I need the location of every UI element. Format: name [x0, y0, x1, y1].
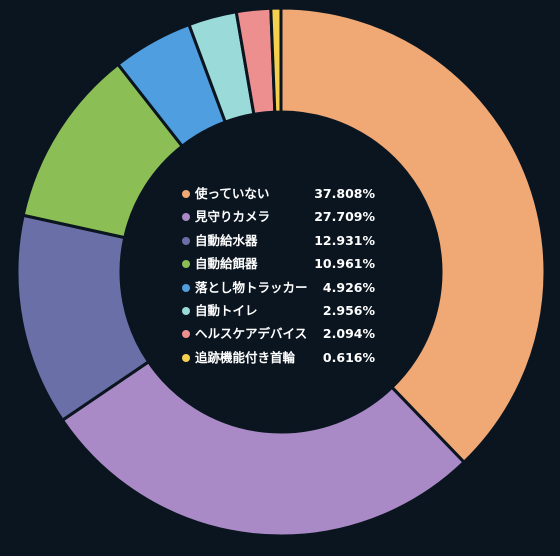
legend-item[interactable]: 自動給餌器 10.961%	[180, 252, 380, 275]
legend-swatch	[182, 283, 190, 292]
legend-value: 37.808%	[314, 186, 375, 201]
legend-label: ヘルスケアデバイス	[195, 326, 308, 342]
legend-item[interactable]: 自動給水器 12.931%	[180, 229, 380, 252]
legend-value: 12.931%	[314, 232, 375, 248]
legend-value: 27.709%	[314, 209, 375, 225]
legend: 使っていない 37.808% 見守りカメラ 27.709% 自動給水器 12.9…	[180, 182, 380, 369]
slice-見守りカメラ[interactable]	[60, 359, 467, 538]
legend-value: 4.926%	[322, 279, 375, 295]
slice-追跡機能付き首輪[interactable]	[269, 6, 283, 114]
legend-label: 落とし物トラッカー	[195, 279, 308, 295]
legend-swatch	[182, 306, 190, 315]
slice-使っていない[interactable]	[279, 6, 547, 465]
legend-item[interactable]: 自動トイレ 2.956%	[180, 299, 380, 322]
legend-swatch	[182, 213, 190, 222]
legend-label: 自動給水器	[195, 232, 258, 248]
legend-swatch	[182, 330, 190, 339]
legend-item[interactable]: 落とし物トラッカー 4.926%	[180, 276, 380, 299]
legend-item[interactable]: 見守りカメラ 27.709%	[180, 205, 380, 228]
legend-label: 使っていない	[195, 186, 270, 201]
legend-item[interactable]: ヘルスケアデバイス 2.094%	[180, 322, 380, 345]
legend-label: 自動トイレ	[195, 302, 258, 318]
legend-value: 2.094%	[322, 326, 375, 342]
legend-swatch	[182, 260, 190, 269]
legend-swatch	[182, 353, 190, 362]
legend-swatch	[182, 190, 190, 198]
legend-item[interactable]: 追跡機能付き首輪 0.616%	[180, 346, 380, 369]
legend-item[interactable]: 使っていない 37.808%	[180, 182, 380, 205]
legend-value: 2.956%	[322, 302, 375, 318]
legend-swatch	[182, 236, 190, 245]
legend-value: 0.616%	[322, 349, 375, 365]
legend-value: 10.961%	[314, 256, 375, 272]
legend-label: 追跡機能付き首輪	[195, 349, 296, 365]
legend-label: 自動給餌器	[195, 256, 258, 272]
legend-label: 見守りカメラ	[195, 209, 271, 225]
